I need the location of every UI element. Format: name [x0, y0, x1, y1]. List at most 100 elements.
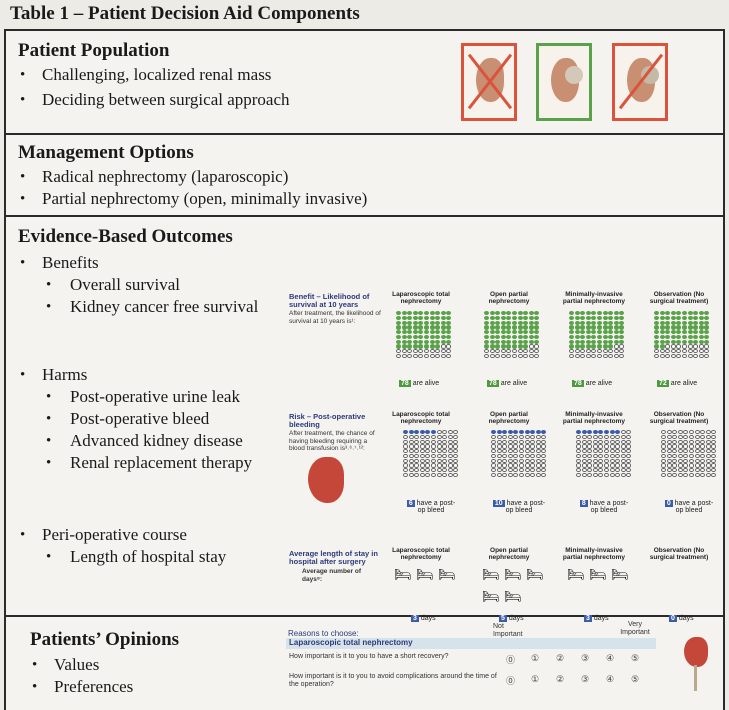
- icon-filled: [506, 315, 512, 320]
- icon-filled: [484, 325, 489, 330]
- icon-empty: [688, 434, 694, 439]
- icon-filled: [592, 430, 598, 435]
- icon-filled: [693, 339, 699, 344]
- bullet-dot: •: [46, 433, 52, 449]
- icon-empty: [502, 473, 508, 478]
- icon-empty: [453, 430, 459, 435]
- rating-option[interactable]: ⑤: [631, 653, 640, 663]
- icon-filled: [591, 325, 597, 330]
- icon-empty: [666, 453, 672, 459]
- icon-empty: [677, 444, 683, 449]
- icon-empty: [615, 473, 621, 478]
- rating-option[interactable]: ②: [556, 653, 565, 663]
- icon-filled: [693, 334, 699, 340]
- icon-filled: [401, 320, 407, 325]
- icon-filled: [418, 315, 424, 320]
- icon-filled: [495, 315, 501, 320]
- rating-option[interactable]: ①: [531, 653, 540, 663]
- icon-empty: [419, 444, 425, 449]
- rating-option[interactable]: ①: [531, 674, 540, 684]
- icon-filled: [615, 430, 621, 435]
- icon-filled: [396, 325, 401, 330]
- icon-empty: [587, 473, 593, 478]
- icon-empty: [683, 463, 689, 468]
- icon-filled: [412, 311, 418, 316]
- icon-filled: [585, 344, 591, 349]
- icon-empty: [513, 458, 519, 463]
- rating-option[interactable]: ④: [606, 653, 615, 663]
- harm-item-2: Post-operative bleed: [70, 409, 210, 428]
- icon-empty: [507, 453, 513, 459]
- icon-filled: [407, 344, 413, 349]
- icon-empty: [442, 444, 448, 449]
- icon-filled: [484, 320, 489, 325]
- icon-empty: [569, 354, 574, 359]
- icon-filled: [569, 339, 574, 344]
- rating-option[interactable]: ③: [581, 674, 590, 684]
- icon-filled: [591, 344, 597, 349]
- icon-empty: [576, 439, 581, 444]
- icon-filled: [613, 311, 619, 316]
- icon-filled: [654, 339, 659, 344]
- icon-filled: [506, 344, 512, 349]
- icon-empty: [705, 453, 711, 459]
- icon-filled: [423, 311, 429, 316]
- icon-filled: [596, 311, 602, 316]
- icon-filled: [484, 315, 489, 320]
- icon-empty: [603, 463, 609, 468]
- rating-option[interactable]: ③: [581, 653, 590, 663]
- icon-empty: [672, 458, 678, 463]
- rating-option[interactable]: ②: [556, 674, 565, 684]
- icon-filled: [534, 334, 540, 340]
- rating-option[interactable]: ⓪: [506, 676, 516, 686]
- icon-filled: [681, 315, 687, 320]
- icon-filled: [401, 334, 407, 340]
- icon-filled: [585, 330, 591, 335]
- icon-filled: [513, 430, 519, 435]
- reasons-label: Reasons to choose:: [288, 629, 359, 638]
- icon-filled: [609, 430, 615, 435]
- icon-empty: [425, 439, 431, 444]
- icon-empty: [626, 458, 632, 463]
- icon-empty: [661, 434, 666, 439]
- icon-empty: [496, 458, 502, 463]
- icon-empty: [453, 458, 459, 463]
- rating-option[interactable]: ⓪: [506, 655, 516, 665]
- icon-filled: [580, 330, 586, 335]
- icon-empty: [603, 449, 609, 454]
- icon-array: [403, 430, 459, 478]
- icon-filled: [591, 339, 597, 344]
- icon-empty: [580, 354, 586, 359]
- icon-filled: [687, 334, 693, 340]
- icon-empty: [446, 344, 452, 349]
- icon-empty: [518, 434, 524, 439]
- icon-array: [654, 311, 710, 359]
- icon-empty: [524, 453, 530, 459]
- icon-empty: [491, 473, 496, 478]
- rating-option[interactable]: ⑤: [631, 674, 640, 684]
- icon-empty: [688, 449, 694, 454]
- population-section: Patient Population • Challenging, locali…: [6, 31, 723, 135]
- bullet-dot: •: [46, 455, 52, 471]
- icon-empty: [419, 453, 425, 459]
- icon-empty: [666, 473, 672, 478]
- icon-empty: [502, 439, 508, 444]
- bullet-dot: •: [20, 255, 26, 271]
- icon-empty: [609, 458, 615, 463]
- icon-empty: [694, 434, 700, 439]
- icon-empty: [580, 349, 586, 354]
- opinions-heading: Patients’ Opinions: [30, 629, 180, 650]
- icon-filled: [585, 320, 591, 325]
- icon-filled: [676, 334, 682, 340]
- icon-filled: [681, 325, 687, 330]
- stay-panel-title: Average length of stay in hospital after…: [289, 549, 378, 566]
- icon-filled: [511, 311, 517, 316]
- rating-option[interactable]: ④: [606, 674, 615, 684]
- icon-filled: [698, 320, 704, 325]
- icon-empty: [711, 468, 717, 473]
- icon-empty: [507, 449, 513, 454]
- icon-empty: [581, 458, 587, 463]
- icon-empty: [670, 344, 676, 349]
- icon-filled: [495, 339, 501, 344]
- icon-empty: [681, 344, 687, 349]
